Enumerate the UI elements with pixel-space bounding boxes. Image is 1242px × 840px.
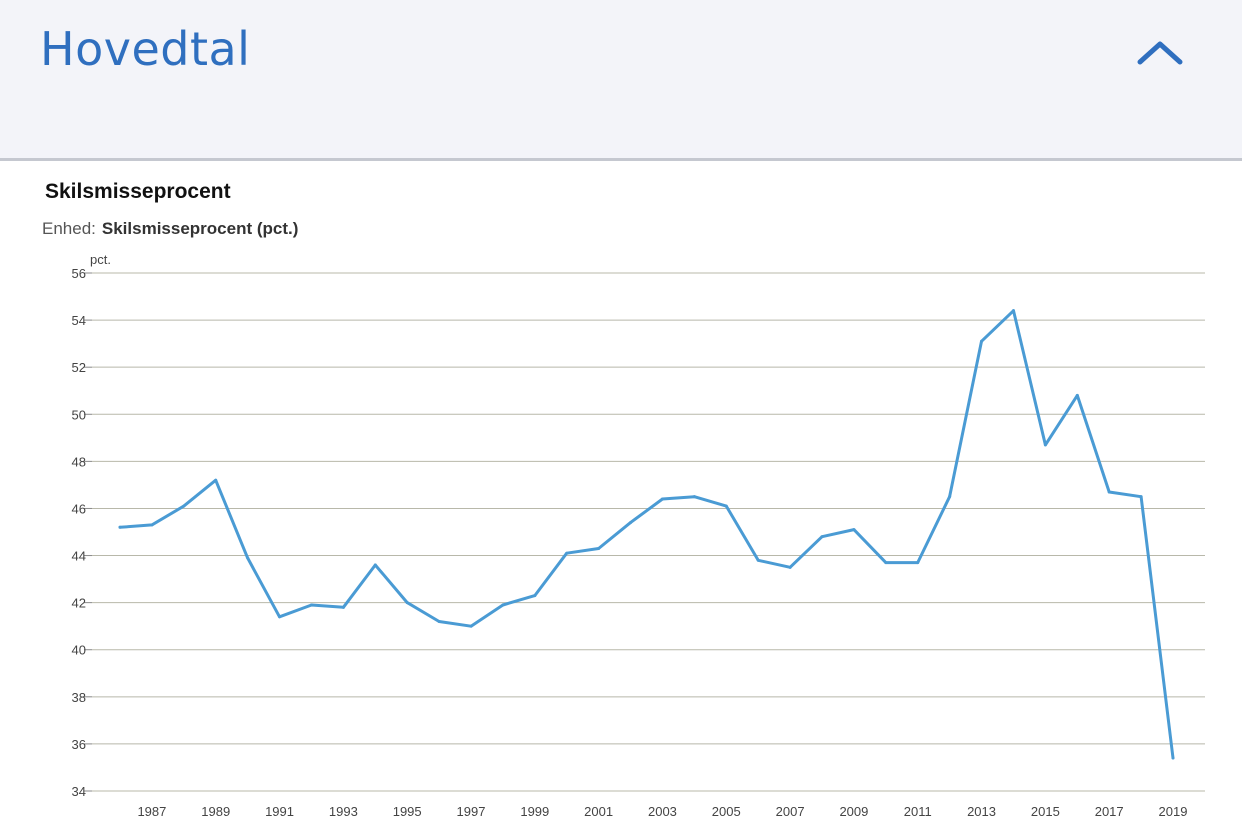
y-tick-label: 36 xyxy=(72,737,86,752)
data-point xyxy=(214,478,218,482)
unit-label: Enhed: xyxy=(42,219,96,238)
unit-value: Skilsmisseprocent (pct.) xyxy=(101,219,299,238)
data-point xyxy=(788,565,792,569)
x-tick-label: 1991 xyxy=(265,804,294,819)
y-tick-label: 54 xyxy=(72,313,86,328)
x-tick-label: 2013 xyxy=(967,804,996,819)
data-point xyxy=(948,495,952,499)
data-point xyxy=(1075,393,1079,397)
unit-line: Enhed: Skilsmisseprocent (pct.) xyxy=(42,219,298,239)
data-point xyxy=(980,339,984,343)
x-tick-label: 2015 xyxy=(1031,804,1060,819)
x-tick-label: 1987 xyxy=(137,804,166,819)
chart-title: Skilsmisseprocent xyxy=(45,180,231,203)
data-point xyxy=(309,603,313,607)
y-tick-label: 56 xyxy=(72,266,86,281)
data-point xyxy=(246,556,250,560)
x-tick-label: 2019 xyxy=(1159,804,1188,819)
x-tick-label: 2011 xyxy=(904,804,932,819)
data-point xyxy=(724,504,728,508)
x-tick-label: 2017 xyxy=(1095,804,1124,819)
data-point xyxy=(820,535,824,539)
x-tick-label: 1993 xyxy=(329,804,358,819)
data-point xyxy=(884,561,888,565)
data-point xyxy=(437,619,441,623)
data-point xyxy=(692,495,696,499)
chevron-up-icon xyxy=(1137,41,1183,65)
data-point xyxy=(1043,443,1047,447)
y-tick-label: 48 xyxy=(72,454,86,469)
data-point xyxy=(1011,309,1015,313)
x-tick-label: 2003 xyxy=(648,804,677,819)
section-header: Hovedtal xyxy=(0,0,1242,161)
y-tick-label: 46 xyxy=(72,501,86,516)
data-point xyxy=(341,605,345,609)
data-point xyxy=(118,525,122,529)
data-point xyxy=(660,497,664,501)
x-tick-label: 1989 xyxy=(201,804,230,819)
data-point xyxy=(182,504,186,508)
data-point xyxy=(852,528,856,532)
y-tick-label: 44 xyxy=(72,549,86,564)
x-tick-label: 1995 xyxy=(393,804,422,819)
y-tick-label: 34 xyxy=(72,784,86,799)
data-point xyxy=(469,624,473,628)
data-point xyxy=(916,561,920,565)
data-point xyxy=(597,546,601,550)
collapse-button[interactable] xyxy=(1128,30,1192,78)
x-tick-label: 1999 xyxy=(520,804,549,819)
x-tick-label: 2001 xyxy=(584,804,613,819)
x-tick-label: 2007 xyxy=(776,804,805,819)
y-tick-label: 38 xyxy=(72,690,86,705)
data-point xyxy=(756,558,760,562)
series-line xyxy=(118,309,1175,760)
data-point xyxy=(373,563,377,567)
data-point xyxy=(533,594,537,598)
y-axis-unit-label: pct. xyxy=(90,252,111,267)
x-tick-label: 2009 xyxy=(839,804,868,819)
data-point xyxy=(501,603,505,607)
x-tick-label: 1997 xyxy=(457,804,486,819)
data-point xyxy=(278,615,282,619)
data-point xyxy=(1107,490,1111,494)
y-tick-label: 42 xyxy=(72,596,86,611)
data-point xyxy=(1171,756,1175,760)
section-title: Hovedtal xyxy=(40,22,251,76)
data-point xyxy=(150,523,154,527)
data-point xyxy=(565,551,569,555)
data-point xyxy=(629,521,633,525)
line-chart: 34 36 38 40 42 44 46 48 50 52 54 56 pct. 1987 1989 1991… xyxy=(72,252,1205,819)
y-tick-label: 40 xyxy=(72,643,86,658)
x-tick-label: 2005 xyxy=(712,804,741,819)
data-point xyxy=(1139,495,1143,499)
y-tick-label: 50 xyxy=(72,407,86,422)
data-point xyxy=(405,601,409,605)
y-tick-label: 52 xyxy=(72,360,86,375)
